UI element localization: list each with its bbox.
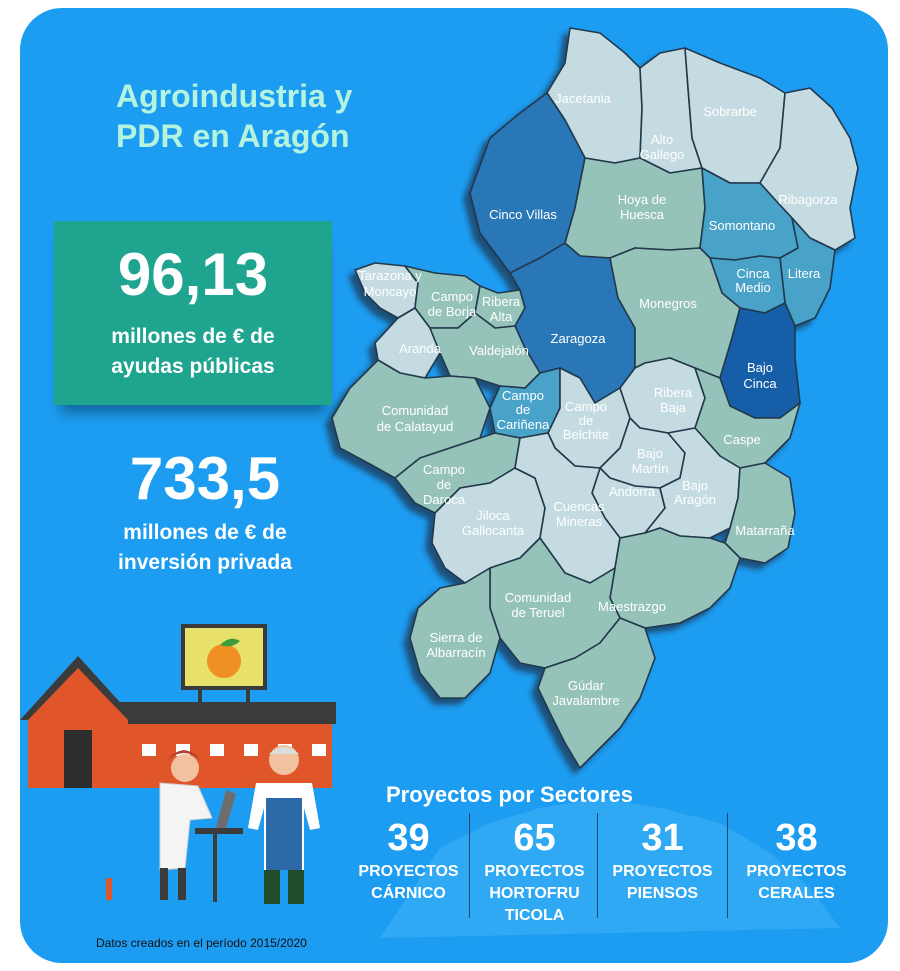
door-icon <box>64 730 92 788</box>
public-aid-box <box>54 221 332 405</box>
label-monegros: Monegros <box>639 296 697 311</box>
label-ribera-alta-1: Ribera <box>482 294 521 309</box>
sector-label-1: PROYECTOS <box>484 863 585 880</box>
private-investment-label-2: inversión privada <box>118 551 292 574</box>
public-aid-label-2: ayudas públicas <box>111 355 275 378</box>
private-investment-value: 733,5 <box>129 445 281 512</box>
sector-label-1: PROYECTOS <box>746 863 847 880</box>
label-caspe: Caspe <box>723 432 761 447</box>
label-bajo-cinca-2: Cinca <box>743 376 777 391</box>
label-litera: Litera <box>788 266 821 281</box>
label-ribera-alta-2: Alta <box>490 309 513 324</box>
title-line-2: PDR en Aragón <box>116 118 350 154</box>
label-jacetania: Jacetania <box>555 91 611 106</box>
sector-label-1: PROYECTOS <box>612 863 713 880</box>
label-andorra: Andorra <box>609 484 656 499</box>
divider <box>727 813 728 918</box>
label-belchite-1: Campo <box>565 399 607 414</box>
region-albarracin <box>409 567 501 699</box>
title-line-1: Agroindustria y <box>116 78 353 114</box>
label-calatayud-2: de Calatayud <box>377 419 454 434</box>
footer-note: Datos creados en el período 2015/2020 <box>96 936 307 950</box>
label-sobrarbe: Sobrarbe <box>703 104 756 119</box>
divider <box>597 813 598 918</box>
label-zaragoza: Zaragoza <box>551 331 607 346</box>
label-carinena-1: Campo <box>502 388 544 403</box>
label-gudar-1: Gúdar <box>568 678 605 693</box>
label-hoya-2: Huesca <box>620 207 665 222</box>
label-borja-1: Campo <box>431 289 473 304</box>
label-cuencas-1: Cuencas <box>553 499 605 514</box>
infographic-card: Jacetania Alto Gallego Sobrarbe Ribagorz… <box>20 8 888 963</box>
microscope-icon <box>216 790 236 828</box>
sector-label-2: CÁRNICO <box>371 885 446 902</box>
label-matarrana: Matarraña <box>735 523 795 538</box>
sector-label-2: HORTOFRU <box>489 885 580 902</box>
label-albarracin-1: Sierra de <box>430 630 483 645</box>
sectors-title: Proyectos por Sectores <box>386 782 633 807</box>
label-alto-gallego-2: Gallego <box>640 147 685 162</box>
divider <box>469 813 470 918</box>
label-carinena-3: Cariñena <box>497 417 551 432</box>
sector-label-1: PROYECTOS <box>358 863 459 880</box>
label-calatayud-1: Comunidad <box>382 403 449 418</box>
sector-cereales: 38 PROYECTOS CERALES <box>734 816 859 904</box>
sector-count: 39 <box>387 817 430 859</box>
label-teruel-1: Comunidad <box>505 590 572 605</box>
label-bajo-cinca-1: Bajo <box>747 360 773 375</box>
label-jiloca-2: Gallocanta <box>462 523 525 538</box>
label-albarracin-2: Albarracín <box>426 645 485 660</box>
region-matarrana <box>724 462 796 564</box>
label-cinca-medio-2: Medio <box>735 280 770 295</box>
sector-count: 65 <box>513 817 556 859</box>
label-maestrazgo: Maestrazgo <box>598 599 666 614</box>
private-investment-label-1: millones de € de <box>123 521 287 544</box>
label-bajo-martin-1: Bajo <box>637 446 663 461</box>
label-aranda: Aranda <box>399 341 442 356</box>
orange-icon <box>207 644 241 678</box>
region-litera <box>779 217 836 327</box>
label-daroca-3: Daroca <box>423 492 466 507</box>
label-borja-2: de Borja <box>428 304 477 319</box>
label-belchite-2: de <box>579 413 593 428</box>
map-reflection <box>380 798 840 938</box>
label-cinco-villas: Cinco Villas <box>489 207 557 222</box>
label-hoya-1: Hoya de <box>618 192 666 207</box>
label-alto-gallego-1: Alto <box>651 132 673 147</box>
region-cuencas-mineras <box>514 432 621 584</box>
sector-count: 31 <box>641 817 684 859</box>
sector-count: 38 <box>775 817 818 859</box>
sector-label-3: TICOLA <box>504 907 565 924</box>
label-bajo-aragon-1: Bajo <box>682 478 708 493</box>
sector-label-2: CERALES <box>758 885 835 902</box>
label-bajo-aragon-2: Aragón <box>674 492 716 507</box>
label-cinca-medio-1: Cinca <box>736 266 770 281</box>
label-bajo-martin-2: Martín <box>632 461 669 476</box>
sector-label-2: PIENSOS <box>626 885 699 902</box>
label-daroca-1: Campo <box>423 462 465 477</box>
label-carinena-2: de <box>516 402 530 417</box>
label-ribagorza: Ribagorza <box>778 192 838 207</box>
public-aid-label-1: millones de € de <box>111 325 275 348</box>
page-title: Agroindustria y PDR en Aragón <box>116 76 352 156</box>
label-ribera-baja-2: Baja <box>660 400 687 415</box>
label-valdejalon: Valdejalón <box>469 343 529 358</box>
label-gudar-2: Javalambre <box>552 693 619 708</box>
aragon-map: Jacetania Alto Gallego Sobrarbe Ribagorz… <box>20 27 859 938</box>
sector-carnico: 39 PROYECTOS CÁRNICO <box>346 816 471 904</box>
label-tarazona-2: Moncayo <box>364 284 417 299</box>
label-ribera-baja-1: Ribera <box>654 385 693 400</box>
label-teruel-2: de Teruel <box>511 605 564 620</box>
label-tarazona-1: Tarazona y <box>358 268 422 283</box>
factory-illustration <box>20 624 336 904</box>
public-aid-value: 96,13 <box>117 241 269 308</box>
label-somontano: Somontano <box>709 218 776 233</box>
sector-hortofruticola: 65 PROYECTOS HORTOFRU TICOLA <box>472 816 597 926</box>
sector-piensos: 31 PROYECTOS PIENSOS <box>600 816 725 904</box>
label-belchite-3: Belchite <box>563 427 609 442</box>
label-cuencas-2: Mineras <box>556 514 603 529</box>
label-daroca-2: de <box>437 477 451 492</box>
label-jiloca-1: Jiloca <box>476 508 510 523</box>
region-gudar-javalambre <box>537 617 656 769</box>
